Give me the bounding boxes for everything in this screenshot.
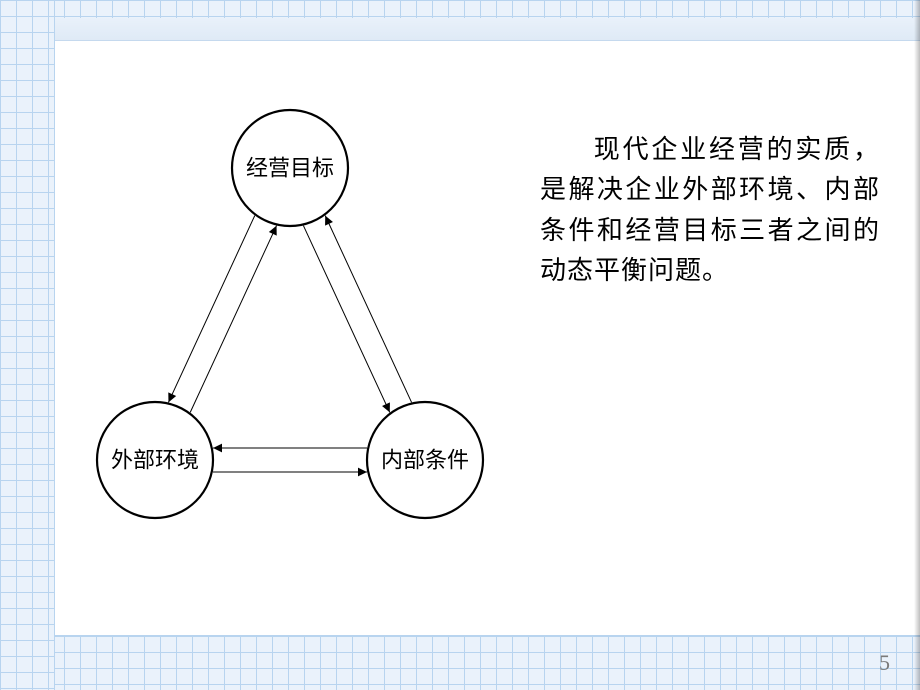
decor-grid-left: [0, 0, 55, 690]
paragraph: 现代企业经营的实质，是解决企业外部环境、内部条件和经营目标三者之间的动态平衡问题…: [540, 130, 880, 291]
decor-grid-top: [0, 0, 920, 19]
slide: 经营目标外部环境 内部条件 现代企业经营的实质，是解决企业外部环境、内部条件和经营…: [0, 0, 920, 690]
triangle-diagram: 经营目标外部环境 内部条件: [60, 60, 520, 580]
node-label-goal: 经营目标: [246, 156, 334, 181]
node-label-ext: 外部环境: [111, 448, 199, 473]
diagram-svg: 经营目标外部环境 内部条件: [60, 60, 520, 580]
node-label-int: 内部条件: [381, 448, 469, 473]
decor-top-band: [0, 18, 920, 41]
decor-grid-bottom: [0, 635, 920, 690]
page-number: 5: [879, 650, 890, 676]
body-text-block: 现代企业经营的实质，是解决企业外部环境、内部条件和经营目标三者之间的动态平衡问题…: [540, 130, 880, 390]
decor-right-shadow: [914, 0, 920, 690]
paragraph-text: 现代企业经营的实质，是解决企业外部环境、内部条件和经营目标三者之间的动态平衡问题…: [540, 135, 880, 285]
